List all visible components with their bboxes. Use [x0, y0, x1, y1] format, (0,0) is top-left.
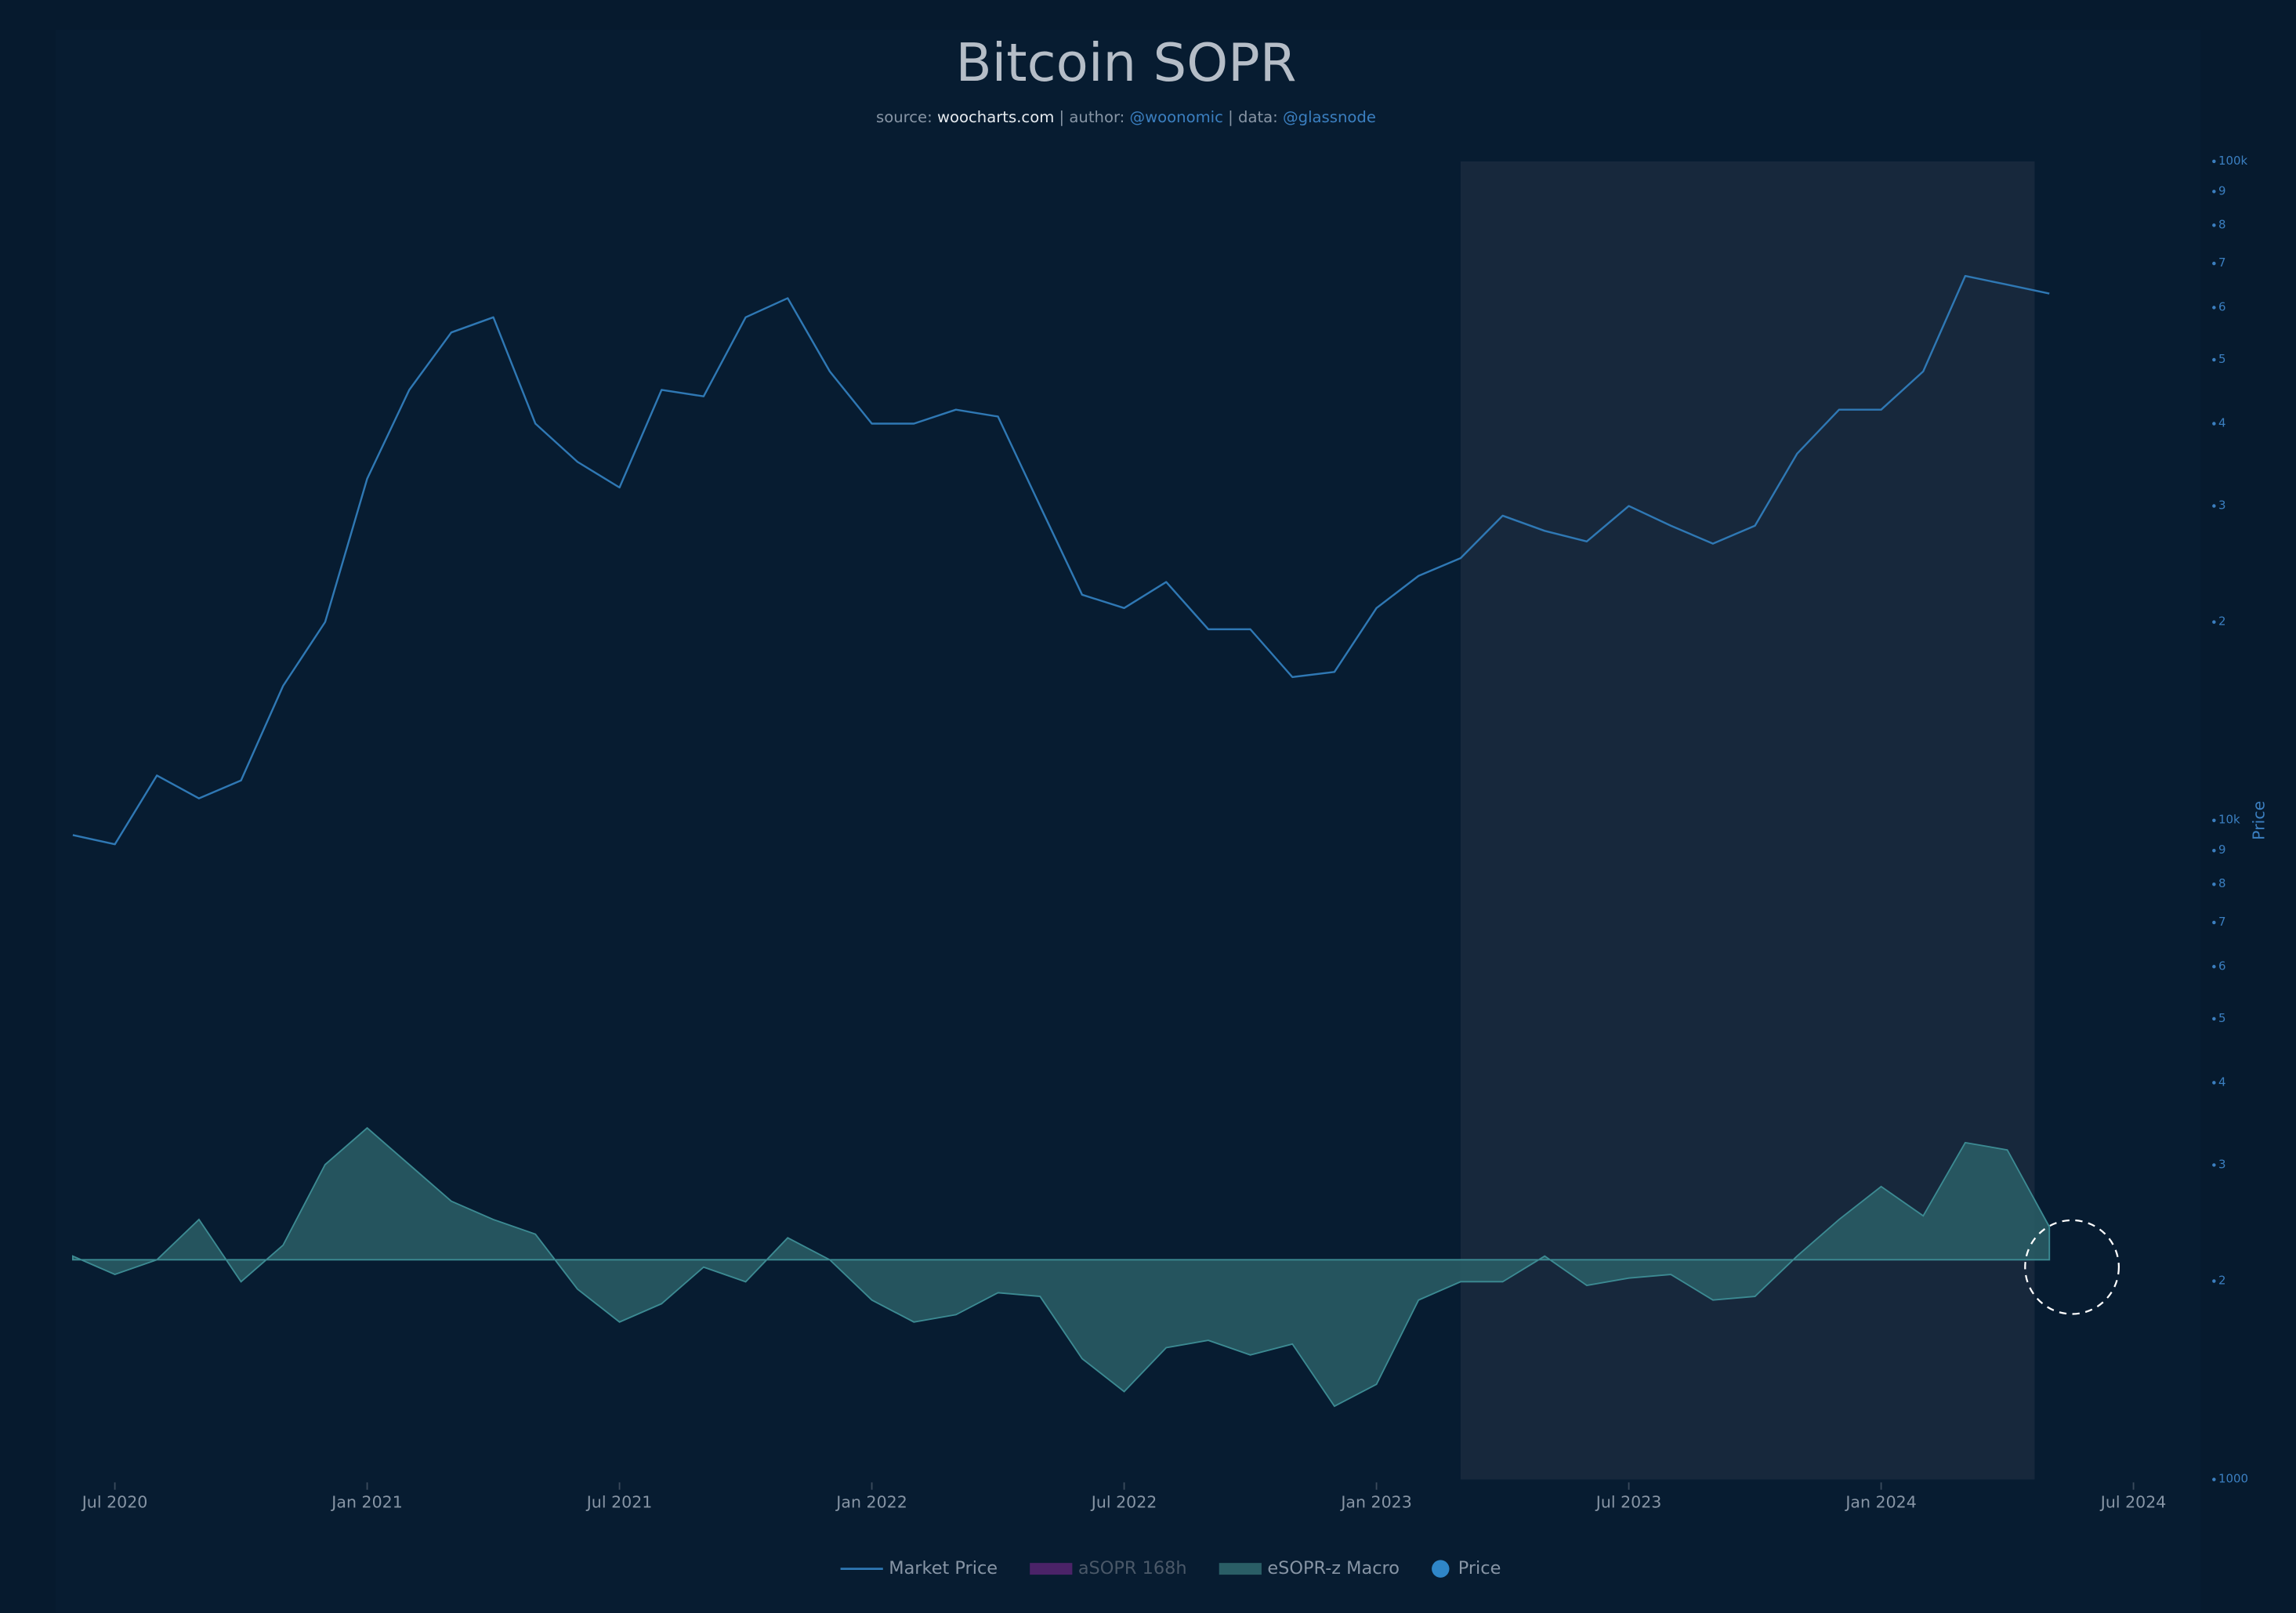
line-series: [72, 274, 2050, 846]
y-tick-mark: [2212, 920, 2216, 925]
y-tick-label: 1000: [2218, 1472, 2248, 1486]
y-tick-label: 6: [2218, 959, 2226, 973]
y-tick-mark: [2212, 1163, 2216, 1167]
y-tick-label: 2: [2218, 614, 2226, 629]
y-tick-mark: [2212, 190, 2216, 194]
y-tick-mark: [2212, 1279, 2216, 1283]
y-tick-mark: [2212, 1477, 2216, 1481]
y-tick-label: 8: [2218, 876, 2226, 890]
y-tick-label: 4: [2218, 1075, 2226, 1089]
y-tick-mark: [2212, 1017, 2216, 1021]
subtitle-part: | author:: [1054, 107, 1129, 125]
y-tick-mark: [2212, 159, 2216, 164]
x-tick-label: Jul 2024: [2099, 1493, 2167, 1512]
y-tick-mark: [2212, 620, 2216, 624]
y-tick-label: 2: [2218, 1274, 2226, 1288]
plot-area: [71, 161, 2051, 1480]
x-tick-label: Jan 2021: [330, 1493, 403, 1512]
y-tick-mark: [2212, 261, 2216, 266]
legend-swatch[interactable]: [1030, 1563, 1073, 1575]
y-tick-label: 7: [2218, 256, 2226, 270]
legend-label[interactable]: Market Price: [889, 1558, 998, 1579]
subtitle-part: | data:: [1223, 107, 1283, 125]
y-tick-mark: [2212, 357, 2216, 362]
legend-swatch[interactable]: [1219, 1563, 1262, 1575]
y-tick-mark: [2212, 882, 2216, 886]
x-tick-label: Jul 2020: [81, 1493, 148, 1512]
legend-label[interactable]: aSOPR 168h: [1078, 1558, 1187, 1579]
y-tick-label: 7: [2218, 915, 2226, 929]
y-tick-mark: [2212, 818, 2216, 822]
x-tick-label: Jul 2021: [585, 1493, 653, 1512]
y-tick-mark: [2212, 965, 2216, 969]
x-tick-label: Jan 2023: [1339, 1493, 1412, 1512]
y-tick-label: 10k: [2218, 813, 2240, 827]
y-tick-mark: [2212, 223, 2216, 227]
y-tick-mark: [2212, 422, 2216, 426]
x-tick-label: Jul 2023: [1595, 1493, 1662, 1512]
y-tick-label: 5: [2218, 1011, 2226, 1025]
legend-label[interactable]: Price: [1458, 1558, 1501, 1579]
y-tick-label: 6: [2218, 299, 2226, 314]
legend-swatch[interactable]: [1432, 1560, 1450, 1578]
y-tick-label: 100k: [2218, 154, 2248, 168]
x-tick-label: Jan 2024: [1844, 1493, 1917, 1512]
y-tick-label: 4: [2218, 415, 2226, 430]
y-tick-label: 3: [2218, 1157, 2226, 1171]
annotation-circle: [2024, 1219, 2120, 1315]
y-tick-label: 3: [2218, 498, 2226, 513]
subtitle-part: source:: [876, 107, 937, 125]
subtitle-part[interactable]: @glassnode: [1283, 107, 1376, 125]
area-series: [71, 1126, 2051, 1408]
y-tick-label: 5: [2218, 352, 2226, 366]
y-tick-mark: [2212, 1081, 2216, 1085]
x-tick-label: Jul 2022: [1090, 1493, 1157, 1512]
y-tick-label: 9: [2218, 183, 2226, 198]
subtitle-part[interactable]: @woonomic: [1130, 107, 1223, 125]
x-tick-label: Jan 2022: [835, 1493, 907, 1512]
y-tick-label: 9: [2218, 843, 2226, 857]
chart-subtitle: source: woocharts.com | author: @woonomi…: [876, 107, 1376, 125]
y-tick-mark: [2212, 504, 2216, 508]
y-tick-label: 8: [2218, 217, 2226, 231]
legend-label[interactable]: eSOPR-z Macro: [1267, 1558, 1400, 1579]
y-tick-mark: [2212, 848, 2216, 853]
y-tick-mark: [2212, 306, 2216, 310]
y-axis-label: Price: [2249, 801, 2268, 840]
subtitle-part: woocharts.com: [937, 107, 1054, 125]
chart-title: Bitcoin SOPR: [955, 32, 1296, 93]
